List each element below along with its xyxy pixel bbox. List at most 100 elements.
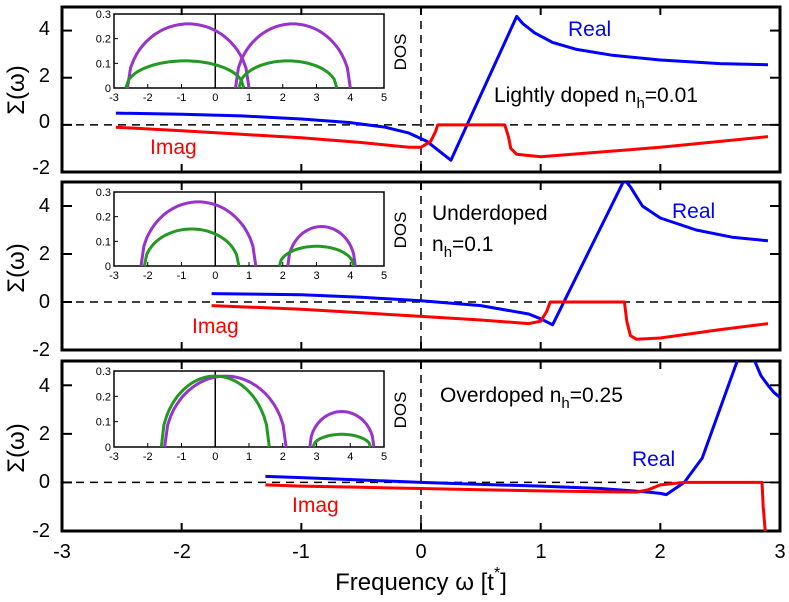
ytick-label: 0 [39,471,50,493]
panel-1-title: Lightly doped nh=0.01 [494,84,698,112]
inset-ytick-label: 0.3 [96,366,111,378]
xtick-label: 0 [415,541,426,563]
inset-ytick-label: 0.1 [96,58,111,70]
inset-ytick-label: 0.1 [96,236,111,248]
ytick-label: 0 [39,291,50,313]
x-tick-labels: -3 -2 -1 0 1 2 3 [53,541,785,563]
panel-2-ylabel: Σ(ω) [3,243,30,293]
series-imag-line [211,300,769,341]
panel-3-imag-label: Imag [292,494,339,517]
inset-ytick-label: 0.2 [96,34,111,46]
panel-2-imag-label: Imag [192,315,239,338]
series-real-line [115,14,769,162]
plot-marks: -3 -2 -1 0 1 2 3 4 5 0 0.1 0.2 0.3 -3 -2 -1 0 1 2 3 4 5 0 0.1 0.… [61,7,781,532]
inset-xtick-label: 5 [381,270,387,282]
panel-3-title: Overdoped nh=0.25 [440,384,623,412]
inset-xtick-label: 2 [280,92,286,104]
series-real-line [211,182,769,327]
panel-2: Σ(ω) -2 0 2 4 Underdoped nh=0.1 Real Ima… [3,180,782,361]
inset-dos-curve [234,22,352,89]
panel-1-inset-ylabel: DOS [391,34,410,71]
inset-dos-curve [126,22,251,89]
panel-2-title: Underdoped [432,202,548,225]
inset-xtick-label: -3 [109,451,119,463]
xtick-label: -1 [292,541,310,563]
inset-xtick-label: -1 [177,451,187,463]
inset-xtick-label: 5 [381,92,387,104]
inset-ytick-label: 0.2 [96,212,111,224]
inset-dos-curve [308,409,376,448]
ytick-label: -2 [32,520,50,542]
panel-2-real-label: Real [672,200,715,223]
panel-1-ytick-labels: -2 0 2 4 [32,18,50,179]
inset-ytick-label: 0 [105,261,111,273]
inset-xtick-label: 3 [313,92,319,104]
ytick-label: -2 [32,339,50,361]
inset-ytick-label: 0.2 [96,391,111,403]
ytick-label: -2 [32,157,50,179]
inset-xtick-label: 1 [246,451,252,463]
inset-xtick-label: 3 [313,270,319,282]
panel-2-ytick-labels: -2 0 2 4 [32,195,50,361]
inset-ytick-label: 0.1 [96,417,111,429]
inset-xtick-label: 0 [212,92,218,104]
panel-2-inset-ylabel: DOS [391,212,410,249]
inset-xtick-label: 1 [246,92,252,104]
panel-1: Σ(ω) -2 0 2 4 Lightly doped nh=0.01 Real… [3,5,782,179]
series-imag-line [265,480,767,531]
inset-xtick-label: 4 [347,92,353,104]
x-axis-label: Frequency ω [t*] [335,565,507,596]
xtick-label: -3 [53,541,71,563]
inset-ytick-label: 0 [105,83,111,95]
inset-xtick-label: 1 [246,270,252,282]
inset-dos-curve [311,432,372,448]
inset-ytick-label: 0.3 [96,9,111,21]
panel-1-real-label: Real [568,18,611,41]
panel-3: Σ(ω) -2 0 2 4 Overdoped nh=0.25 Real Ima… [3,359,782,542]
inset-dos-curve [286,224,357,267]
panel-1-ylabel: Σ(ω) [3,65,30,115]
ytick-label: 4 [39,375,50,397]
panel-2-inset-frame [113,191,385,267]
inset-xtick-label: 4 [347,270,353,282]
inset-xtick-label: 2 [280,451,286,463]
panel-3-real-label: Real [632,448,675,471]
panel-3-inset-ylabel: DOS [391,392,410,429]
series-real-line [265,361,780,497]
xtick-label: 3 [774,541,785,563]
ytick-label: 2 [39,65,50,87]
inset-xtick-label: 3 [313,451,319,463]
inset-dos-curve [159,374,271,448]
panel-3-ytick-labels: -2 0 2 4 [32,375,50,542]
inset-xtick-label: 5 [381,451,387,463]
panel-3-ylabel: Σ(ω) [3,423,30,473]
ytick-label: 4 [39,18,50,40]
inset-ytick-label: 0.3 [96,187,111,199]
xtick-label: 2 [654,541,665,563]
inset-dos-curve [142,227,241,267]
inset-xtick-label: -2 [143,270,153,282]
inset-xtick-label: -3 [109,92,119,104]
inset-xtick-label: 2 [280,270,286,282]
ytick-label: 2 [39,423,50,445]
inset-dos-curve [277,244,356,267]
inset-xtick-label: 4 [347,451,353,463]
inset-xtick-label: -1 [177,92,187,104]
inset-xtick-label: -1 [177,270,187,282]
inset-xtick-label: -3 [109,270,119,282]
panel-2-title-line2: nh=0.1 [432,233,494,261]
panel-1-imag-label: Imag [150,136,197,159]
panel-1-inset-frame [113,13,385,89]
inset-dos-curve [139,200,258,267]
inset-xtick-label: 0 [212,270,218,282]
ytick-label: 0 [39,111,50,133]
xtick-label: 1 [535,541,546,563]
inset-xtick-label: -2 [143,451,153,463]
series-imag-line [115,123,769,159]
inset-dos-curve [124,59,246,89]
ytick-label: 2 [39,243,50,265]
inset-xtick-label: -2 [143,92,153,104]
ytick-label: 4 [39,195,50,217]
inset-ytick-label: 0 [105,442,111,454]
